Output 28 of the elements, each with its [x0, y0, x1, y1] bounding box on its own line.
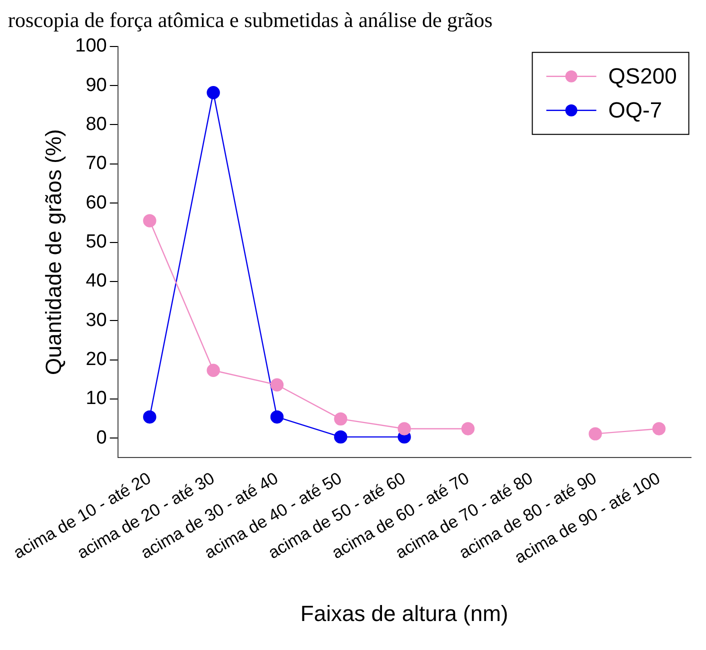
- point: [206, 86, 220, 100]
- point: [334, 412, 348, 426]
- point: [270, 378, 284, 392]
- point: [143, 214, 156, 228]
- y-tick-label: 100: [75, 36, 107, 57]
- y-axis-title: Quantidade de grãos (%): [41, 129, 66, 375]
- legend-label: OQ-7: [608, 97, 662, 122]
- y-tick-label: 60: [86, 192, 107, 214]
- y-tick-label: 30: [86, 310, 107, 331]
- point: [334, 430, 348, 444]
- point: [588, 427, 602, 440]
- y-tick-label: 10: [86, 388, 107, 410]
- y-tick-label: 20: [86, 349, 107, 370]
- point: [270, 410, 284, 424]
- y-tick-label: 80: [86, 114, 107, 135]
- y-tick-label: 50: [86, 232, 107, 252]
- point: [461, 422, 475, 436]
- point: [398, 422, 411, 436]
- y-tick-label: 90: [86, 74, 107, 96]
- x-axis-title: Faixas de altura (nm): [300, 600, 508, 626]
- y-tick-label: 0: [96, 427, 107, 448]
- chart-title: roscopia de força atômica e submetidas à análise de grãos: [8, 8, 494, 32]
- y-tick-label: 40: [86, 270, 107, 292]
- point: [652, 422, 666, 436]
- point: [206, 364, 220, 377]
- legend-label: QS200: [608, 63, 677, 88]
- point: [143, 410, 156, 424]
- y-tick-label: 70: [86, 153, 107, 174]
